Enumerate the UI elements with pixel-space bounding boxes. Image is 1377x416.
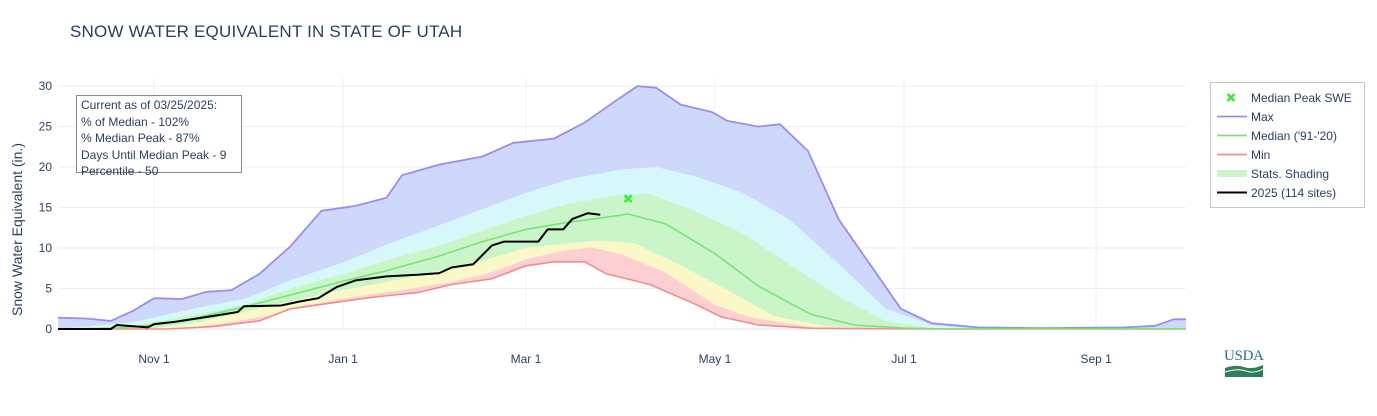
y-tick-label: 5 (45, 282, 52, 296)
y-tick-label: 10 (39, 241, 53, 255)
legend-item[interactable]: Stats. Shading (1211, 164, 1364, 183)
legend-item[interactable]: Median Peak SWE (1211, 88, 1364, 107)
usda-logo-graphic (1224, 365, 1264, 377)
band-swatch-icon (1217, 170, 1247, 177)
x-tick-label: Mar 1 (511, 352, 542, 366)
annotation-days-until-peak: Days Until Median Peak - 9 (81, 147, 227, 162)
chart-title: SNOW WATER EQUIVALENT IN STATE OF UTAH (70, 22, 463, 41)
max-series-line (57, 85, 1186, 330)
x-tick-label: Nov 1 (138, 352, 170, 366)
x-tick-label: Sep 1 (1080, 352, 1112, 366)
y-tick-label: 25 (39, 120, 53, 134)
stats-shading-band-0 (58, 86, 1186, 329)
legend-item-label: Median ('91-'20) (1251, 128, 1337, 143)
stats-shading-band-4 (58, 247, 1186, 329)
legend-item[interactable]: Max (1211, 107, 1364, 126)
annotation-current-as-of: Current as of 03/25/2025: (81, 98, 218, 112)
legend-item-label: Median Peak SWE (1251, 90, 1352, 105)
annotation-percent-of-median: % of Median - 102% (81, 114, 190, 129)
median-series-line (57, 213, 1186, 330)
y-tick-label: 0 (45, 322, 52, 336)
annotation-percent-median-peak: % Median Peak - 87% (81, 131, 200, 145)
min-series-line (58, 261, 1186, 330)
median-peak-marker (623, 194, 633, 204)
stats-shading-band-3 (58, 240, 1186, 329)
usda-logo-text: USDA (1224, 348, 1264, 364)
legend-item[interactable]: Min (1211, 145, 1364, 164)
usda-logo: USDA (1224, 348, 1264, 378)
legend-item[interactable]: Median ('91-'20) (1211, 126, 1364, 145)
chart-legend: Median Peak SWE Max Median ('91-'20) Min Sta… (1210, 82, 1365, 208)
y-tick-label: 30 (39, 79, 53, 93)
y-axis-label: Snow Water Equivalent (in.) (9, 143, 25, 316)
legend-item[interactable]: 2025 (114 sites) (1211, 183, 1364, 202)
current-year-series-line (58, 212, 601, 330)
y-tick-label: 15 (39, 201, 53, 215)
status-annotation-box: Current as of 03/25/2025: % of Median - … (76, 95, 242, 178)
legend-item-label: Max (1251, 109, 1274, 124)
line-swatch-icon (1217, 191, 1247, 194)
stats-shading-band-2 (58, 193, 1186, 329)
annotation-percentile: Percentile - 50 (81, 164, 159, 178)
line-swatch-icon (1217, 115, 1247, 118)
line-swatch-icon (1217, 134, 1247, 137)
legend-item-label: 2025 (114 sites) (1251, 185, 1337, 200)
legend-item-label: Min (1251, 147, 1271, 162)
legend-item-label: Stats. Shading (1251, 166, 1330, 181)
x-tick-label: Jan 1 (328, 352, 358, 366)
x-tick-label: May 1 (699, 352, 732, 366)
y-tick-label: 20 (39, 160, 53, 174)
x-tick-label: Jul 1 (891, 352, 917, 366)
line-swatch-icon (1217, 153, 1247, 156)
x-marker-icon (1226, 93, 1236, 102)
